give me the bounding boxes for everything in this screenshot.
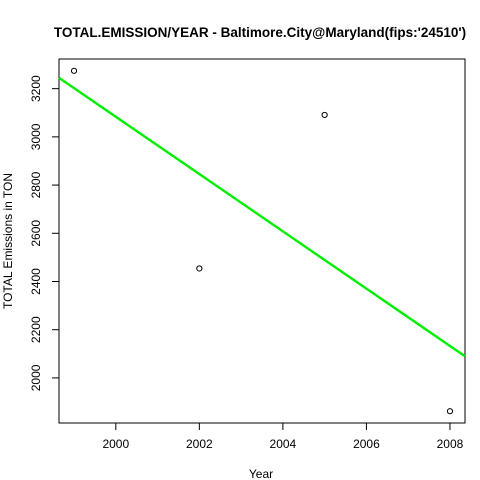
x-axis-label: Year	[249, 467, 273, 480]
y-axis-label: TOTAL Emissions in TON	[1, 173, 15, 309]
x-tick-label: 2000	[102, 437, 129, 451]
y-tick-label: 2400	[29, 268, 43, 295]
trend-line-group	[58, 76, 466, 358]
y-tick-label: 2600	[29, 220, 43, 247]
y-tick-label: 2200	[29, 316, 43, 343]
x-tick-label: 2004	[270, 437, 297, 451]
x-tick-label: 2006	[353, 437, 380, 451]
trend-line	[58, 76, 466, 358]
y-tick-label: 3200	[29, 75, 43, 102]
y-tick-label: 3000	[29, 123, 43, 150]
data-point	[321, 111, 328, 119]
x-tick-label: 2008	[437, 437, 464, 451]
data-point	[196, 265, 203, 272]
data-point	[70, 67, 78, 74]
data-points	[70, 67, 454, 415]
y-tick-label: 2800	[29, 171, 43, 198]
plot-area	[58, 58, 466, 424]
y-tick-label: 2000	[29, 364, 43, 391]
chart-title: TOTAL.EMISSION/YEAR - Baltimore.City@Mar…	[54, 25, 466, 40]
x-tick-label: 2002	[186, 437, 213, 451]
x-axis: 2000 2002 2004 2006 2008	[102, 423, 464, 451]
data-point	[446, 408, 454, 415]
y-axis: 2000 2200 2400 2600 2800 3000 3200	[29, 75, 59, 391]
